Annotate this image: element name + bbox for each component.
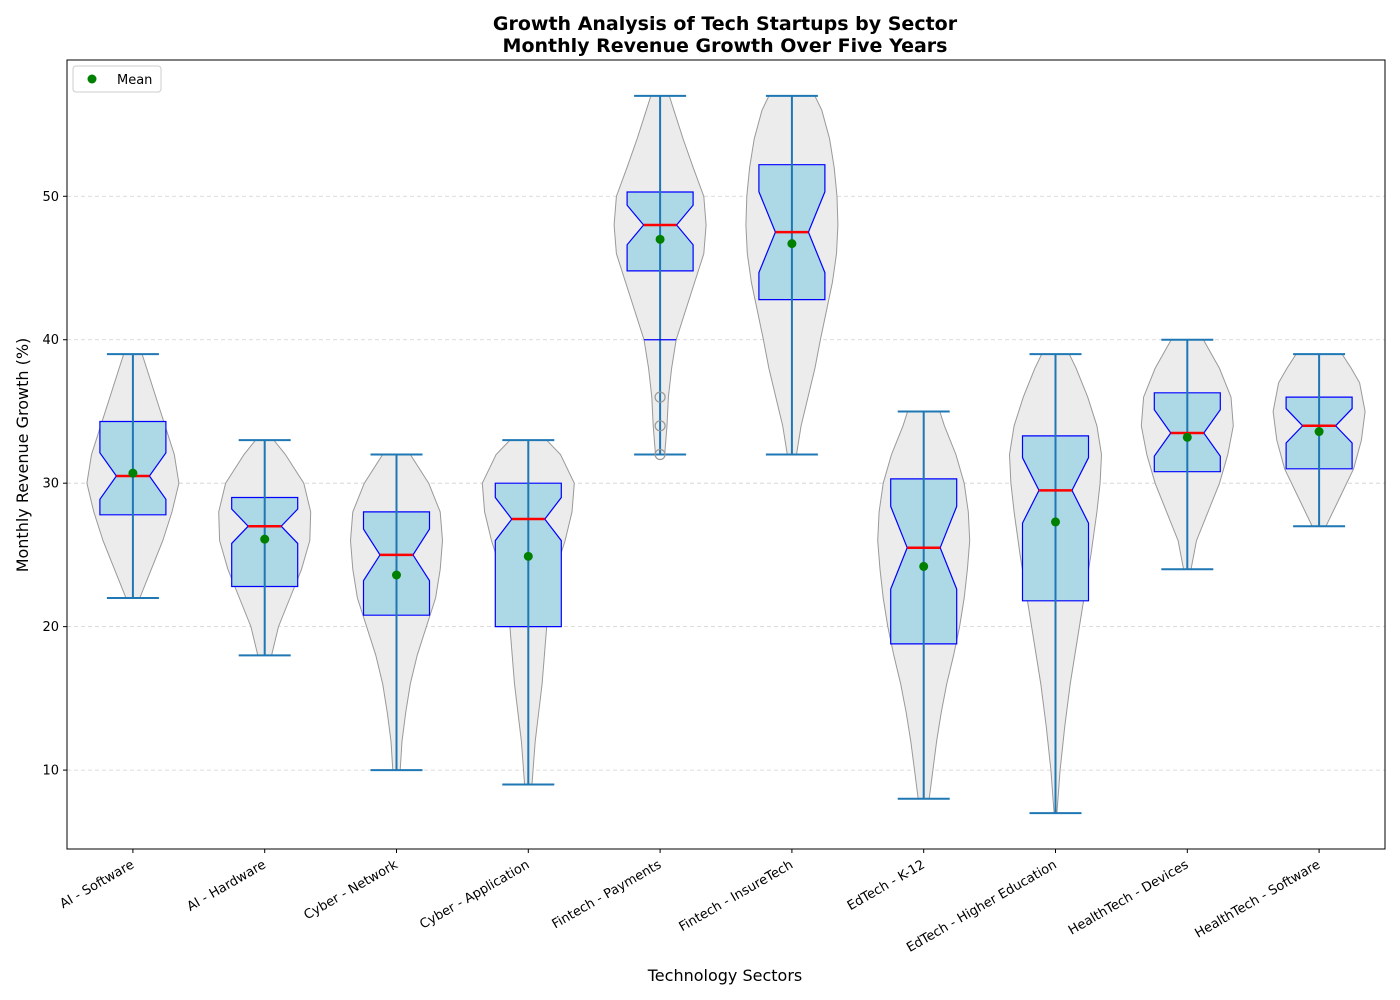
chart-subtitle: Monthly Revenue Growth Over Five Years [503,35,948,57]
x-tick-label: EdTech - Higher Education [904,857,1059,955]
x-tick-label: AI - Software [58,857,137,911]
mean-point [1051,517,1060,527]
y-tick-label: 30 [42,477,59,492]
mean-point [1182,432,1192,442]
mean-point [655,234,665,244]
mean-point [1314,427,1324,437]
legend-mean-label: Mean [117,73,152,88]
y-tick-label: 20 [42,620,59,635]
x-tick-label: Cyber - Network [302,857,401,923]
x-axis-label: Technology Sectors [647,966,802,985]
outlier-point [654,391,666,403]
y-axis-label: Monthly Revenue Growth (%) [13,338,32,573]
legend: Mean [72,65,162,93]
x-tick-label: Fintech - Payments [550,857,665,932]
y-tick-label: 10 [42,764,59,779]
x-axis-ticks: AI - Software AI - Hardware Cyber - Networ… [58,849,1324,956]
box-layer [99,94,1353,815]
chart-title: Growth Analysis of Tech Startups by Sect… [493,13,958,35]
mean-point [392,570,401,580]
x-tick-label: Cyber - Application [417,857,532,932]
legend-mean-marker [87,74,97,84]
mean-point [919,561,929,571]
x-tick-label: AI - Hardware [185,857,269,914]
mean-point [260,534,270,544]
outlier-point [654,448,666,461]
y-tick-label: 50 [42,190,59,205]
x-tick-label: EdTech - K-12 [845,857,928,913]
legend-frame [72,65,162,93]
plot-frame [66,59,1386,850]
mean-point [523,551,533,561]
mean-point [128,468,138,478]
x-tick-label: Fintech - InsureTech [677,857,796,935]
outlier-point [654,420,666,432]
x-tick-label: HealthTech - Devices [1066,857,1191,938]
x-tick-label: HealthTech - Software [1193,857,1324,941]
y-tick-label: 40 [42,333,59,348]
y-axis-ticks: 10 20 30 40 50 [42,190,67,779]
mean-point [787,239,797,249]
